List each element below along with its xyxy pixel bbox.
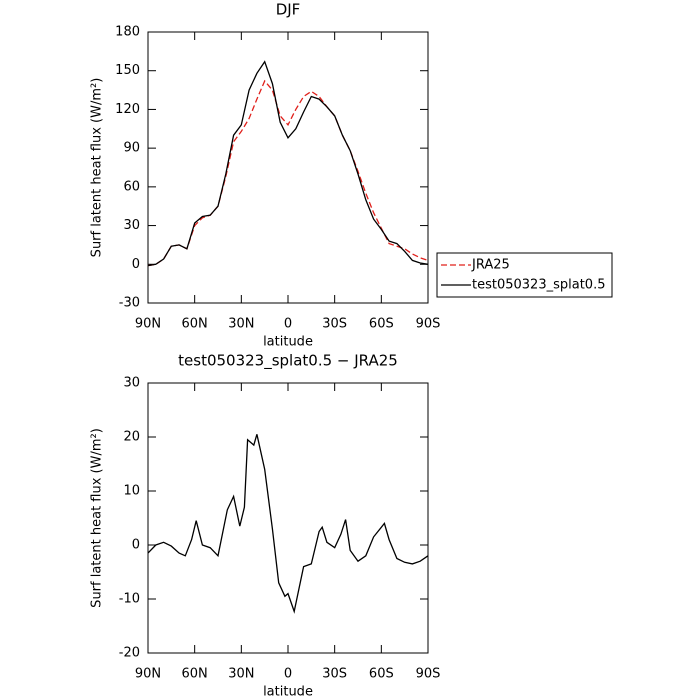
x-tick-label: 30N (228, 317, 254, 332)
y-tick-label: 60 (123, 179, 140, 194)
x-tick-label: 90S (416, 667, 441, 682)
plot-frame (147, 31, 429, 304)
chart-title: test050323_splat0.5 − JRA25 (178, 352, 398, 371)
x-tick-label: 30S (322, 667, 347, 682)
x-tick-label: 90N (135, 667, 161, 682)
y-tick-label: 180 (115, 25, 140, 40)
y-tick-label: -20 (119, 646, 140, 661)
y-tick-label: 90 (123, 141, 140, 156)
x-axis-label: latitude (263, 685, 313, 700)
data-line (147, 60, 429, 267)
x-tick-label: 60S (369, 667, 394, 682)
x-axis-label: latitude (263, 335, 313, 350)
y-tick-label: 150 (115, 63, 140, 78)
x-tick-label: 90N (135, 317, 161, 332)
x-tick-label: 60N (182, 317, 208, 332)
y-tick-label: 120 (115, 102, 140, 117)
data-line (147, 434, 429, 614)
x-tick-label: 30N (228, 667, 254, 682)
legend-box (436, 252, 613, 298)
legend-label: test050323_splat0.5 (472, 278, 605, 293)
x-tick-label: 0 (284, 667, 292, 682)
y-tick-label: 30 (123, 218, 140, 233)
y-tick-label: 0 (132, 257, 140, 272)
y-axis-label: Surf latent heat flux (W/m²) (90, 78, 105, 258)
plot-frame (147, 382, 429, 654)
data-line (147, 79, 429, 267)
y-tick-label: -30 (119, 296, 140, 311)
y-tick-label: 30 (123, 376, 140, 391)
x-tick-label: 30S (322, 317, 347, 332)
y-tick-label: 10 (123, 484, 140, 499)
x-tick-label: 60N (182, 667, 208, 682)
y-tick-label: 20 (123, 430, 140, 445)
y-axis-label: Surf latent heat flux (W/m²) (90, 428, 105, 608)
y-tick-label: 0 (132, 538, 140, 553)
legend-label: JRA25 (471, 258, 510, 273)
x-tick-label: 90S (416, 317, 441, 332)
x-tick-label: 60S (369, 317, 394, 332)
chart-title: DJF (276, 1, 301, 19)
y-tick-label: -10 (119, 592, 140, 607)
x-tick-label: 0 (284, 317, 292, 332)
